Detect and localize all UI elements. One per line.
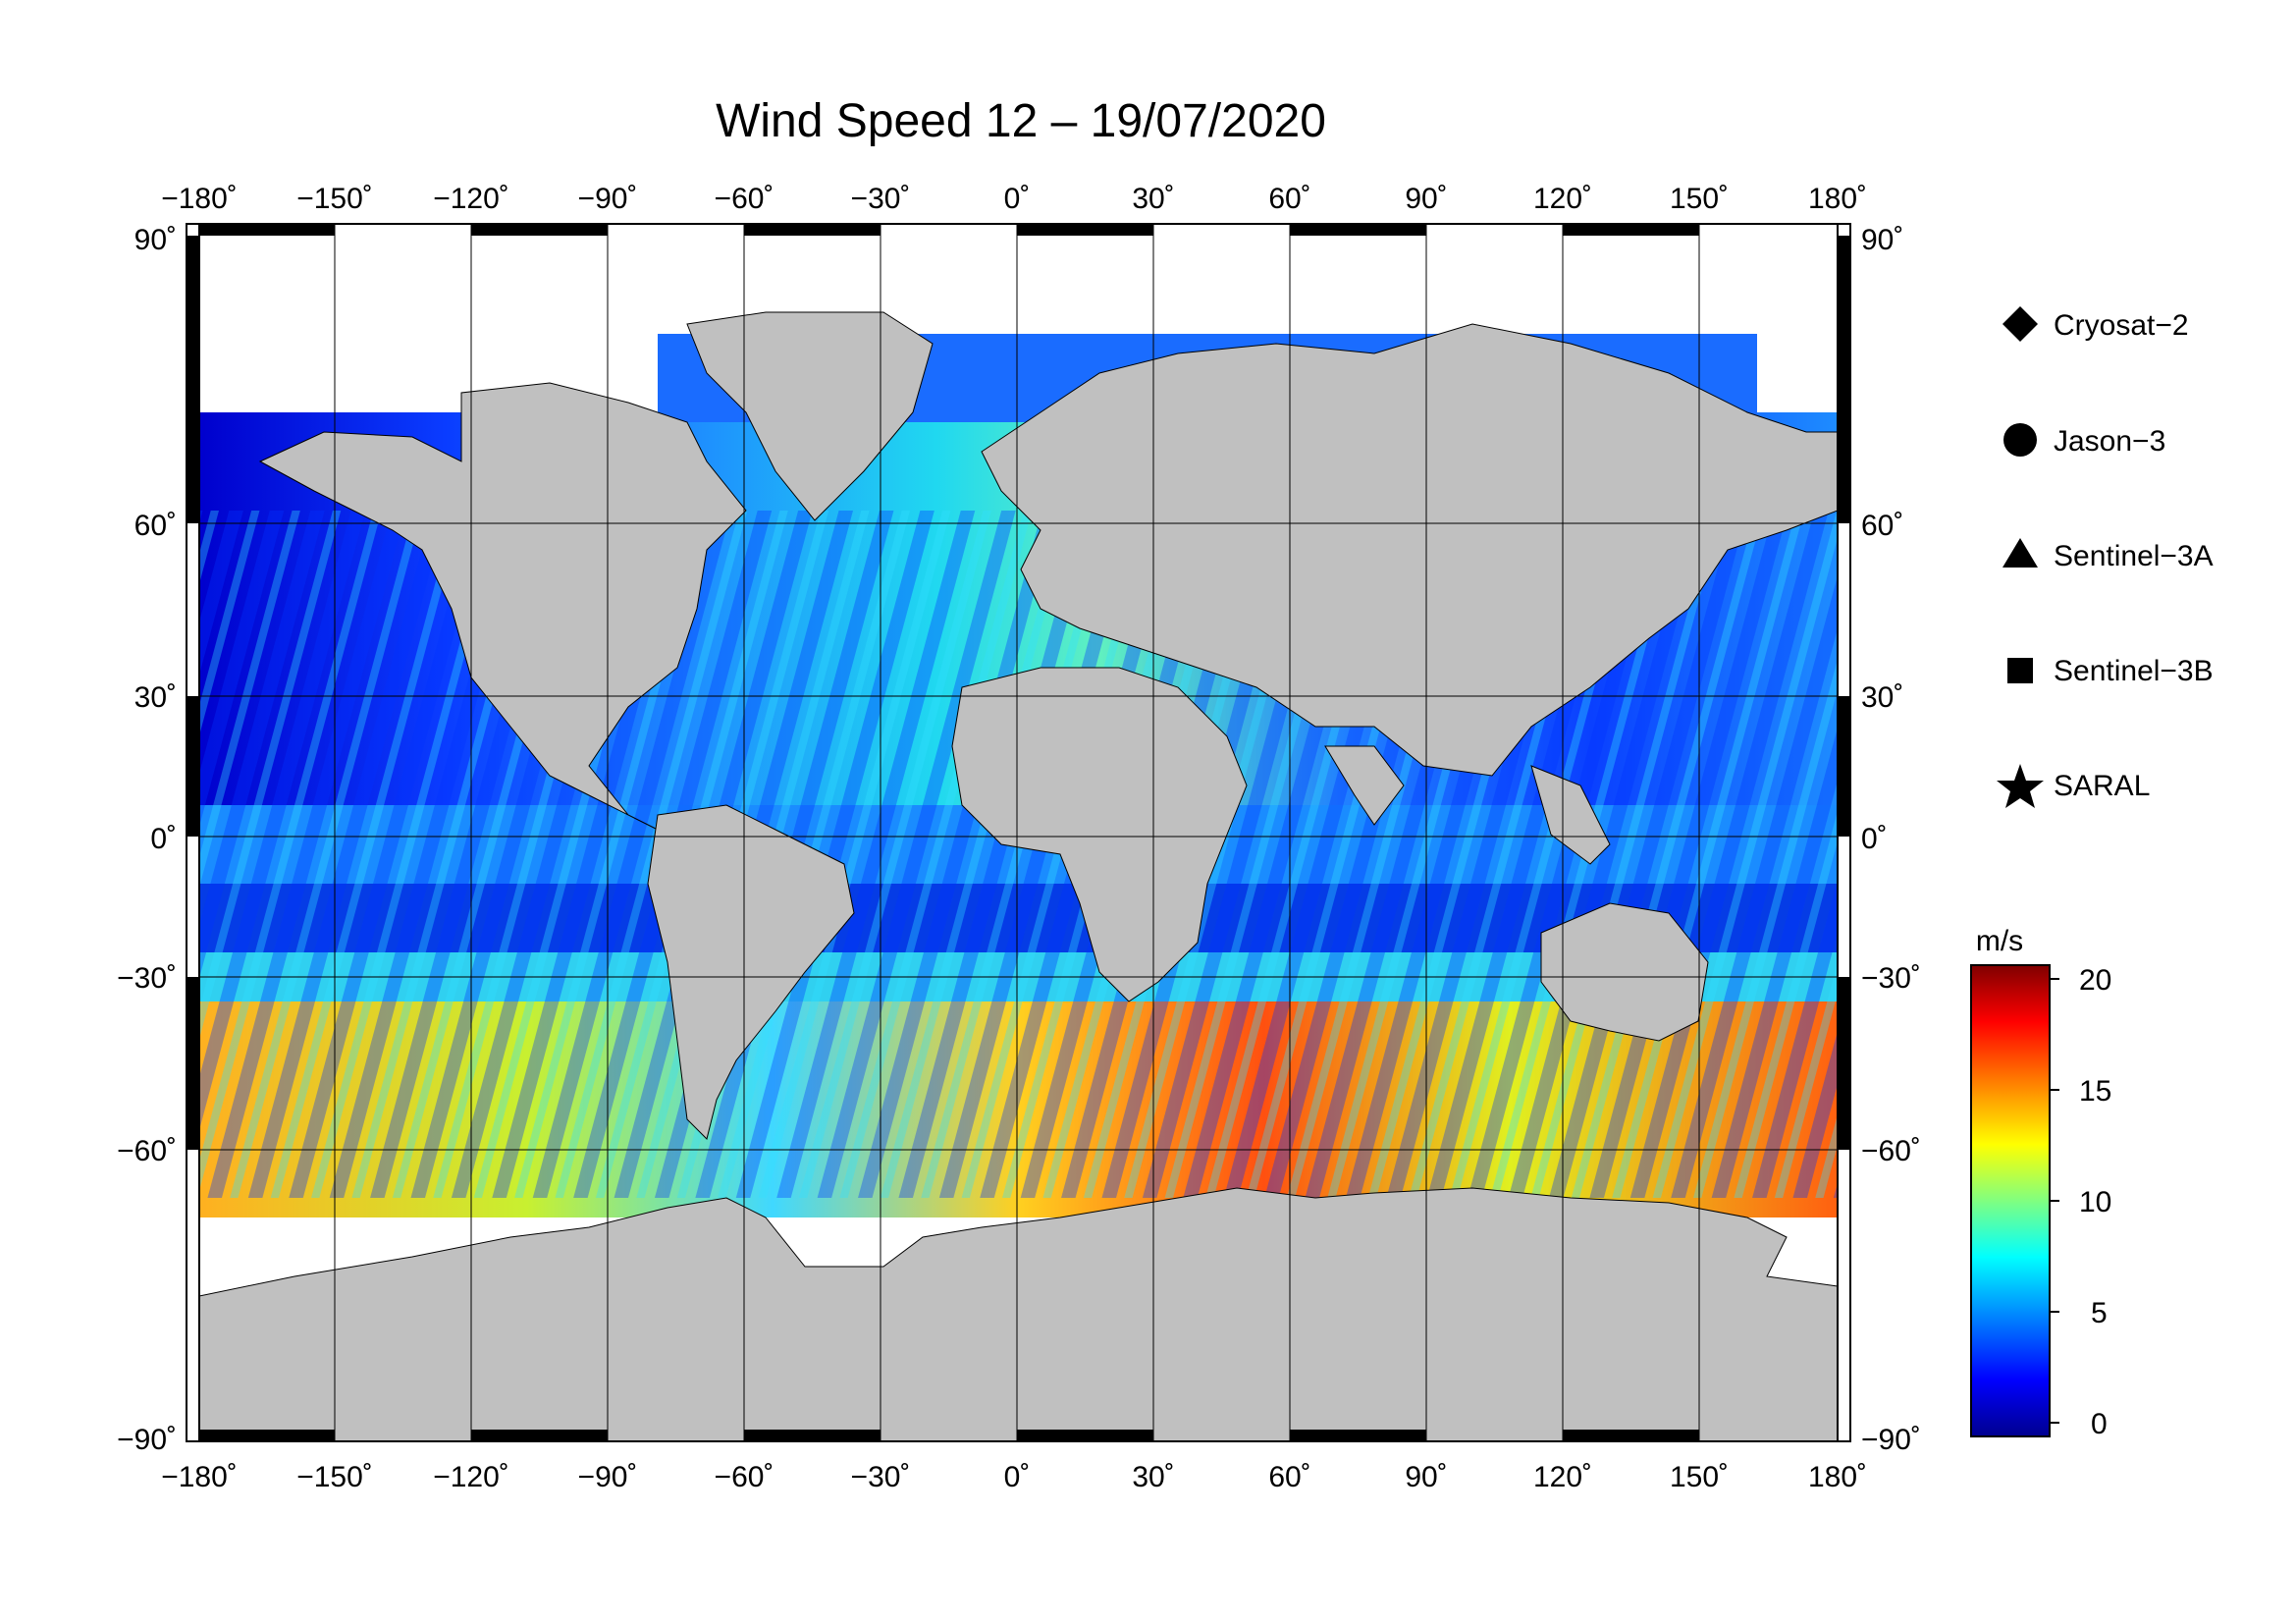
satellite-legend: Cryosat−2 Jason−3 Sentinel−3A Sentinel−3…	[1997, 306, 2214, 808]
land-masses	[199, 311, 1838, 1441]
lat-tick: 60˚	[1861, 510, 1903, 542]
colorbar-gradient	[1970, 964, 2051, 1437]
lat-tick: −60˚	[117, 1135, 177, 1167]
map-area	[199, 224, 1838, 1441]
lon-tick: 0˚	[1004, 183, 1031, 215]
lon-tick: 90˚	[1405, 1461, 1447, 1493]
lat-tick: 60˚	[134, 510, 177, 542]
antarctica	[199, 1187, 1838, 1441]
lon-tick: 30˚	[1132, 183, 1174, 215]
chart-title: Wind Speed 12 – 19/07/2020	[716, 95, 1326, 147]
lon-tick: 150˚	[1670, 1461, 1729, 1493]
colorbar-tick: 0	[2091, 1408, 2108, 1440]
africa	[951, 667, 1248, 1002]
legend-label: Cryosat−2	[2054, 309, 2189, 342]
lon-tick: −150˚	[296, 183, 373, 215]
legend-label: Sentinel−3A	[2054, 540, 2214, 572]
colorbar-unit: m/s	[1976, 925, 2023, 957]
star-icon	[1997, 764, 2044, 808]
southeast-asia	[1530, 765, 1611, 865]
greenland	[686, 311, 934, 521]
lat-tick: 30˚	[134, 681, 177, 714]
lon-tick: 60˚	[1268, 183, 1310, 215]
colorbar-tick: 20	[2079, 964, 2111, 997]
australia	[1540, 902, 1709, 1042]
legend-item-cryosat: Cryosat−2	[2002, 306, 2189, 342]
map-frame	[186, 223, 1851, 1442]
colorbar-tick: 5	[2091, 1297, 2108, 1329]
lat-tick: −30˚	[117, 962, 177, 995]
lon-tick: −180˚	[161, 1461, 238, 1493]
lon-tick: −120˚	[433, 183, 509, 215]
lon-tick: 60˚	[1268, 1461, 1310, 1493]
lon-ticks-bottom: −180˚ −150˚ −120˚ −90˚ −60˚ −30˚ 0˚ 30˚ …	[161, 1461, 1867, 1493]
legend-item-jason: Jason−3	[2003, 423, 2165, 458]
legend-label: SARAL	[2054, 770, 2150, 802]
diamond-icon	[2002, 306, 2038, 342]
colorbar: m/s 20 15 10 5 0	[1970, 925, 2111, 1440]
south-america	[647, 804, 855, 1140]
lon-ticks-top: −180˚ −150˚ −120˚ −90˚ −60˚ −30˚ 0˚ 30˚ …	[161, 183, 1867, 215]
lon-tick: 30˚	[1132, 1461, 1174, 1493]
lon-tick: −150˚	[296, 1461, 373, 1493]
indian-subcontinent	[1324, 745, 1405, 826]
lat-tick: 30˚	[1861, 681, 1903, 714]
square-icon	[2007, 658, 2033, 683]
legend-item-sentinel-3b: Sentinel−3B	[2007, 655, 2214, 687]
lat-tick: 90˚	[1861, 224, 1903, 256]
lat-tick: −60˚	[1861, 1135, 1921, 1167]
lat-tick: −90˚	[1861, 1424, 1921, 1456]
lat-tick: 0˚	[150, 823, 177, 855]
north-america	[258, 382, 747, 836]
lat-tick: −90˚	[117, 1424, 177, 1456]
lon-tick: 180˚	[1808, 1461, 1867, 1493]
legend-item-sentinel-3a: Sentinel−3A	[2002, 538, 2214, 572]
lat-ticks-right: 90˚ 60˚ 30˚ 0˚ −30˚ −60˚ −90˚	[1861, 224, 1921, 1456]
circle-icon	[2003, 423, 2037, 457]
lon-tick: −60˚	[715, 183, 774, 215]
lon-tick: −30˚	[851, 1461, 911, 1493]
lon-tick: 90˚	[1405, 183, 1447, 215]
colorbar-tick: 15	[2079, 1075, 2111, 1108]
triangle-icon	[2002, 538, 2038, 568]
lon-tick: −60˚	[715, 1461, 774, 1493]
lat-tick: 0˚	[1861, 823, 1888, 855]
lon-tick: −30˚	[851, 183, 911, 215]
lon-tick: −90˚	[578, 1461, 638, 1493]
legend-item-saral: SARAL	[1997, 764, 2150, 808]
lon-tick: −90˚	[578, 183, 638, 215]
lat-tick: −30˚	[1861, 962, 1921, 995]
lat-ticks-left: 90˚ 60˚ 30˚ 0˚ −30˚ −60˚ −90˚	[117, 224, 177, 1456]
lon-tick: 180˚	[1808, 183, 1867, 215]
eurasia	[981, 323, 1838, 777]
lon-tick: −120˚	[433, 1461, 509, 1493]
lon-tick: 0˚	[1004, 1461, 1031, 1493]
graticule	[199, 224, 1838, 1441]
lon-tick: 120˚	[1533, 1461, 1592, 1493]
legend-label: Jason−3	[2054, 425, 2165, 458]
lat-tick: 90˚	[134, 224, 177, 256]
lon-tick: 120˚	[1533, 183, 1592, 215]
lon-tick: 150˚	[1670, 183, 1729, 215]
colorbar-tick: 10	[2079, 1186, 2111, 1218]
lon-tick: −180˚	[161, 183, 238, 215]
legend-label: Sentinel−3B	[2054, 655, 2214, 687]
